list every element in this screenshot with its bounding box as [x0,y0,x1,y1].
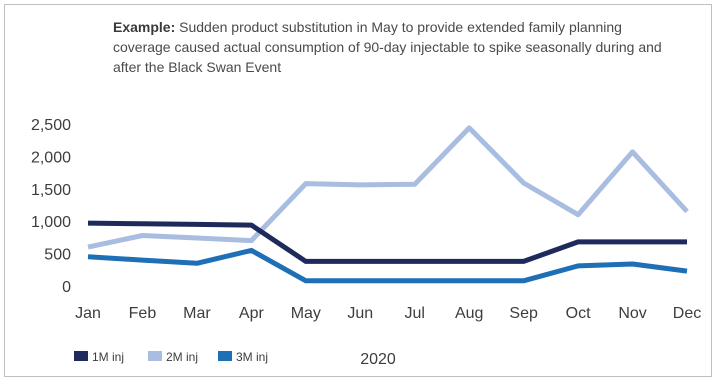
y-tick-label: 2,000 [31,149,71,166]
legend-label: 3M inj [236,350,268,364]
series-line-3m-inj [88,250,687,280]
x-tick-label: May [291,305,321,322]
x-tick-label: Jun [347,305,373,322]
x-tick-label: Feb [129,305,157,322]
x-tick-label: Jul [405,305,425,322]
y-tick-label: 1,000 [31,214,71,231]
y-tick-label: 2,500 [31,117,71,134]
legend-swatch [148,351,162,361]
x-tick-label: Oct [566,305,591,322]
legend-swatch [218,351,232,361]
series-line-1m-inj [88,223,687,261]
x-tick-label: Jan [75,305,101,322]
y-tick-label: 500 [44,247,71,264]
x-tick-label: Apr [239,305,265,322]
x-tick-label: Mar [183,305,211,322]
y-tick-label: 0 [62,279,71,296]
x-tick-label: Dec [673,305,701,322]
x-tick-label: Nov [618,305,646,322]
legend-swatch [74,351,88,361]
y-tick-label: 1,500 [31,182,71,199]
series-line-2m-inj [88,128,687,247]
x-tick-label: Sep [509,305,538,322]
legend-label: 2M inj [166,350,198,364]
x-axis-label: 2020 [360,351,396,368]
x-tick-label: Aug [455,305,483,322]
legend-label: 1M inj [92,350,124,364]
